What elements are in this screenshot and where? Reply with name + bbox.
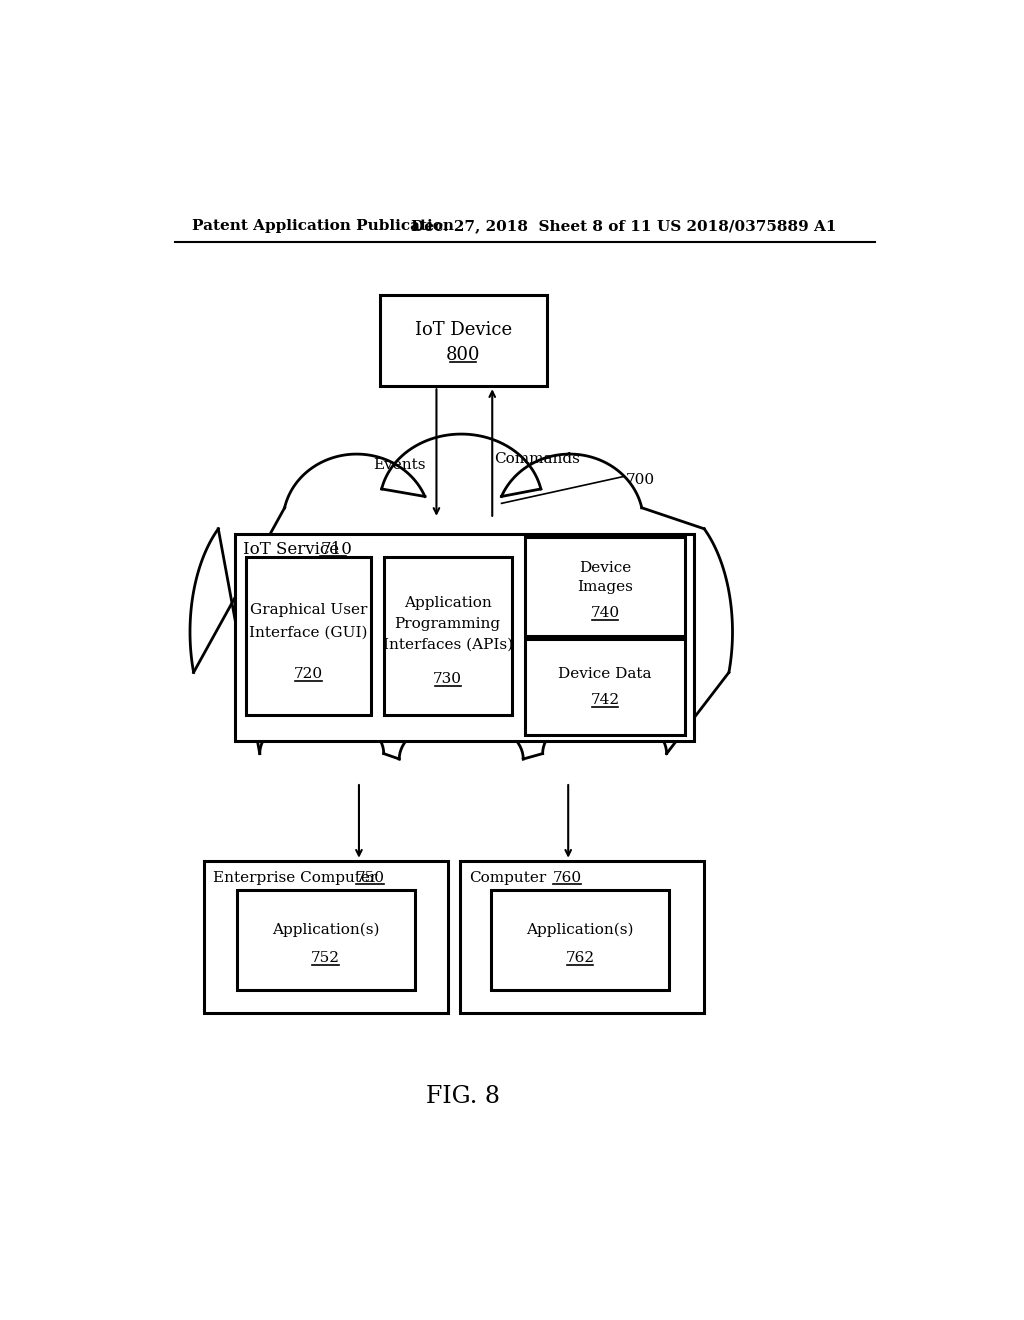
Text: Application(s): Application(s)	[272, 923, 379, 937]
Text: 710: 710	[321, 541, 352, 558]
Text: Application: Application	[403, 597, 492, 610]
Text: Interfaces (APIs): Interfaces (APIs)	[383, 638, 513, 652]
Ellipse shape	[188, 503, 339, 760]
Text: 762: 762	[565, 950, 594, 965]
Bar	[384, 557, 512, 715]
Text: Computer: Computer	[469, 871, 546, 884]
Text: 760: 760	[553, 871, 582, 884]
Text: Images: Images	[578, 581, 633, 594]
Bar	[246, 557, 372, 715]
Bar	[524, 537, 685, 636]
Text: Events: Events	[373, 458, 426, 471]
Bar	[204, 861, 449, 1014]
Text: Programming: Programming	[394, 618, 501, 631]
Text: 752: 752	[311, 950, 340, 965]
Bar	[237, 890, 415, 990]
Text: Device Data: Device Data	[558, 667, 651, 681]
Ellipse shape	[393, 714, 529, 804]
Text: 740: 740	[591, 606, 620, 619]
Text: 750: 750	[356, 871, 385, 884]
Ellipse shape	[537, 709, 673, 797]
Ellipse shape	[494, 453, 646, 591]
Text: 720: 720	[294, 668, 324, 681]
Bar	[460, 861, 703, 1014]
Text: 700: 700	[626, 474, 654, 487]
Text: Application(s): Application(s)	[526, 923, 634, 937]
Ellipse shape	[254, 709, 389, 797]
Text: Device: Device	[579, 561, 631, 576]
Ellipse shape	[380, 432, 543, 574]
Ellipse shape	[281, 453, 432, 591]
Text: FIG. 8: FIG. 8	[426, 1085, 500, 1107]
Text: 742: 742	[591, 693, 620, 708]
Bar	[380, 296, 547, 387]
Bar	[524, 639, 685, 735]
Text: Commands: Commands	[495, 451, 581, 466]
Text: US 2018/0375889 A1: US 2018/0375889 A1	[656, 219, 836, 234]
Text: Enterprise Computer: Enterprise Computer	[213, 871, 378, 884]
Text: Interface (GUI): Interface (GUI)	[249, 626, 368, 640]
Ellipse shape	[584, 503, 734, 760]
Ellipse shape	[228, 502, 693, 763]
Text: 730: 730	[433, 672, 462, 686]
Text: IoT Device: IoT Device	[415, 321, 512, 339]
Text: Dec. 27, 2018  Sheet 8 of 11: Dec. 27, 2018 Sheet 8 of 11	[411, 219, 651, 234]
Bar	[490, 890, 669, 990]
Text: Patent Application Publication: Patent Application Publication	[191, 219, 454, 234]
Text: 800: 800	[445, 346, 480, 364]
Bar	[234, 535, 693, 741]
Text: Graphical User: Graphical User	[250, 603, 368, 616]
Text: IoT Service: IoT Service	[243, 541, 339, 558]
